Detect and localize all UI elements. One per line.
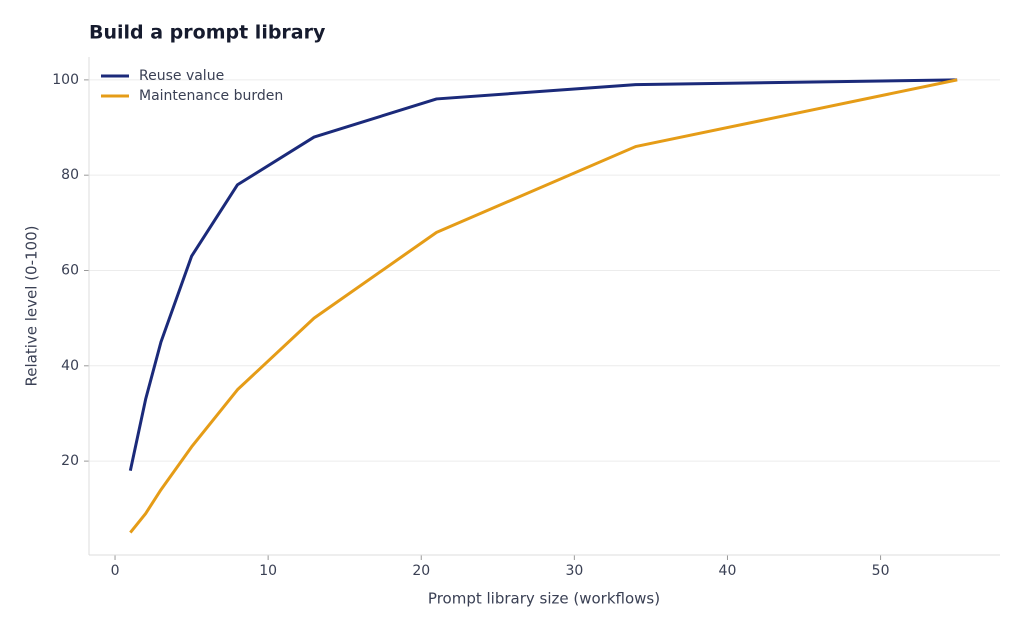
x-axis-label: Prompt library size (workflows)	[428, 590, 660, 608]
x-tick-label: 10	[259, 563, 277, 579]
y-tick-label: 80	[61, 167, 79, 183]
x-tick-label: 0	[111, 563, 120, 579]
legend-label: Reuse value	[139, 68, 224, 84]
x-tick-label: 40	[719, 563, 737, 579]
x-tick-label: 20	[412, 563, 430, 579]
series-line	[129, 78, 958, 534]
y-tick-label: 100	[52, 72, 79, 88]
y-axis-label: Relative level (0-100)	[23, 226, 41, 387]
x-tick-label: 30	[565, 563, 583, 579]
x-tick-label: 50	[872, 563, 890, 579]
chart-title: Build a prompt library	[89, 22, 326, 44]
legend-label: Maintenance burden	[139, 88, 283, 104]
y-tick-label: 20	[61, 453, 79, 469]
y-tick-label: 40	[61, 358, 79, 374]
y-tick-label: 60	[61, 262, 79, 278]
series-line	[128, 78, 958, 471]
